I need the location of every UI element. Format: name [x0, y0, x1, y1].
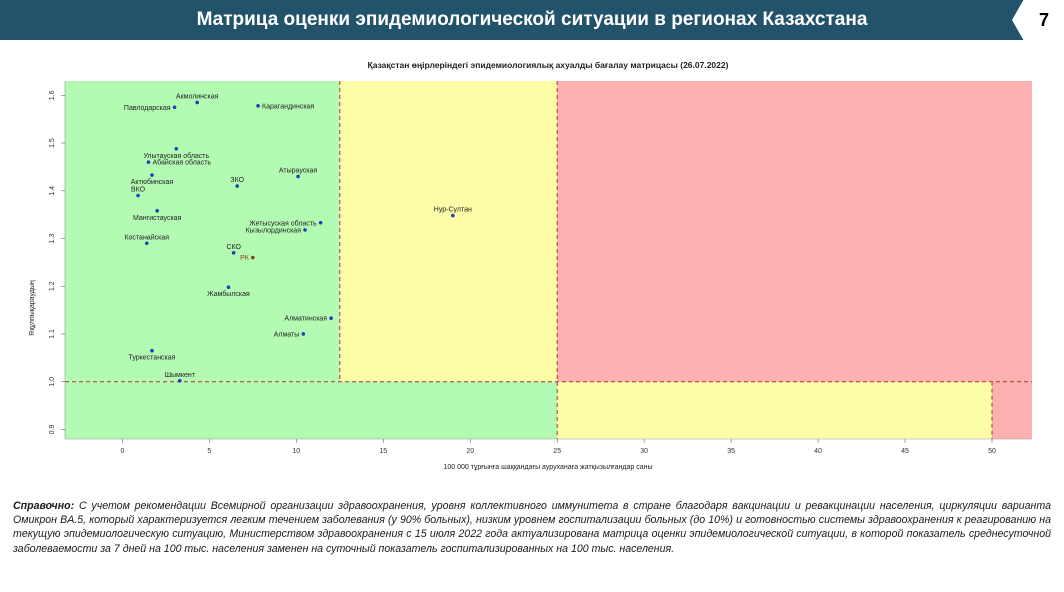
data-point: [155, 209, 159, 213]
zone-1: [339, 81, 558, 382]
threshold-lines: [65, 81, 1032, 439]
data-point: [251, 255, 255, 260]
x-tick-label: 30: [640, 448, 648, 455]
data-label: Алматинская: [284, 316, 327, 323]
data-label: Алматы: [274, 331, 300, 338]
data-label: Павлодарская: [124, 105, 171, 112]
data-label: Туркестанская: [128, 355, 175, 362]
data-point: [172, 105, 177, 110]
data-point: [177, 378, 182, 383]
y-tick-label: 1.4: [49, 186, 56, 196]
y-tick-label: 1.3: [49, 234, 56, 244]
data-label: Абайская область: [152, 159, 211, 167]
y-tick-label: 1.2: [49, 281, 56, 291]
note-text: С учетом рекомендации Всемирной организа…: [13, 500, 1051, 555]
epidemic-matrix-chart: Қазақстан өңірлеріндегі эпидемиологиялық…: [29, 60, 1032, 471]
data-point: [318, 220, 323, 225]
data-point: [256, 104, 260, 108]
reference-note: Справочно: С учетом рекомендации Всемирн…: [13, 499, 1051, 556]
data-label: СКО: [226, 244, 241, 251]
data-point: [296, 174, 300, 179]
axes: 0 5 10 15 20 25 30 35 40 45 50 0.9 1.0 1.1 1.2 1.3 1.4 1.…: [49, 81, 1032, 455]
zone-0: [65, 81, 340, 382]
zone-4: [557, 381, 992, 439]
data-label: Улытауская область: [143, 152, 209, 160]
x-axis-label: 100 000 тұрғынға шаққандағы ауруханаға ж…: [443, 464, 652, 471]
data-point: [174, 146, 179, 151]
zone-3: [65, 381, 558, 439]
x-tick-label: 15: [379, 448, 387, 455]
data-label: Карагандинская: [262, 103, 314, 110]
data-point: [136, 193, 140, 198]
x-tick-label: 20: [466, 448, 474, 455]
data-points: Акмолинская Павлодарская Карагандинская Улы…: [124, 93, 472, 383]
data-label: Акмолинская: [176, 93, 219, 100]
x-tick-label: 5: [207, 448, 211, 455]
y-tick-label: 0.9: [49, 424, 56, 434]
data-point: [150, 348, 154, 353]
x-tick-label: 40: [814, 448, 822, 455]
y-tick-label: 1.5: [49, 138, 56, 148]
data-point: [195, 100, 199, 105]
x-tick-label: 50: [988, 448, 996, 455]
data-point: [231, 251, 236, 255]
risk-zones: [65, 81, 1032, 439]
data-point: [451, 213, 455, 218]
data-label: Жамбылская: [207, 290, 250, 298]
data-label: РК: [240, 255, 250, 262]
data-point: [301, 332, 306, 336]
data-label: Актюбинская: [131, 178, 174, 186]
data-point: [226, 285, 231, 290]
chart-title: Қазақстан өңірлеріндегі эпидемиологиялық…: [368, 60, 729, 70]
data-point: [329, 316, 333, 321]
data-point: [303, 228, 307, 232]
y-tick-label: 1.1: [49, 329, 56, 339]
slide-header: Матрица оценки эпидемиологической ситуац…: [0, 0, 1064, 40]
zone-2: [557, 81, 1032, 382]
page-number: 7: [1038, 10, 1049, 30]
x-tick-label: 0: [120, 448, 124, 455]
data-point: [235, 184, 239, 188]
zone-5: [991, 381, 1032, 439]
data-label: Шымкент: [165, 372, 196, 379]
data-point: [150, 173, 154, 177]
y-tick-label: 1.0: [49, 377, 56, 387]
x-tick-label: 25: [553, 448, 561, 455]
x-tick-label: 10: [292, 448, 300, 455]
slide-title: Матрица оценки эпидемиологической ситуац…: [196, 9, 868, 30]
data-label: ВКО: [131, 187, 146, 194]
y-tick-label: 1.6: [49, 90, 56, 100]
data-point: [146, 160, 151, 164]
data-label: Атырауская: [279, 167, 317, 174]
data-label: Мангистауская: [133, 215, 182, 222]
data-label: ЗКО: [230, 177, 244, 184]
data-label: Жетысуская область: [249, 219, 317, 227]
page-number-badge: 7: [1012, 0, 1064, 40]
x-tick-label: 35: [727, 448, 735, 455]
data-point: [144, 241, 149, 246]
data-label: Нур-Султан: [434, 207, 472, 214]
x-tick-label: 45: [901, 448, 909, 455]
note-heading: Справочно:: [13, 500, 75, 512]
y-axis-label: Rқұлпықараудың: [29, 280, 36, 336]
data-label: Костанайская: [124, 233, 169, 241]
data-label: Кызылординская: [246, 227, 302, 234]
